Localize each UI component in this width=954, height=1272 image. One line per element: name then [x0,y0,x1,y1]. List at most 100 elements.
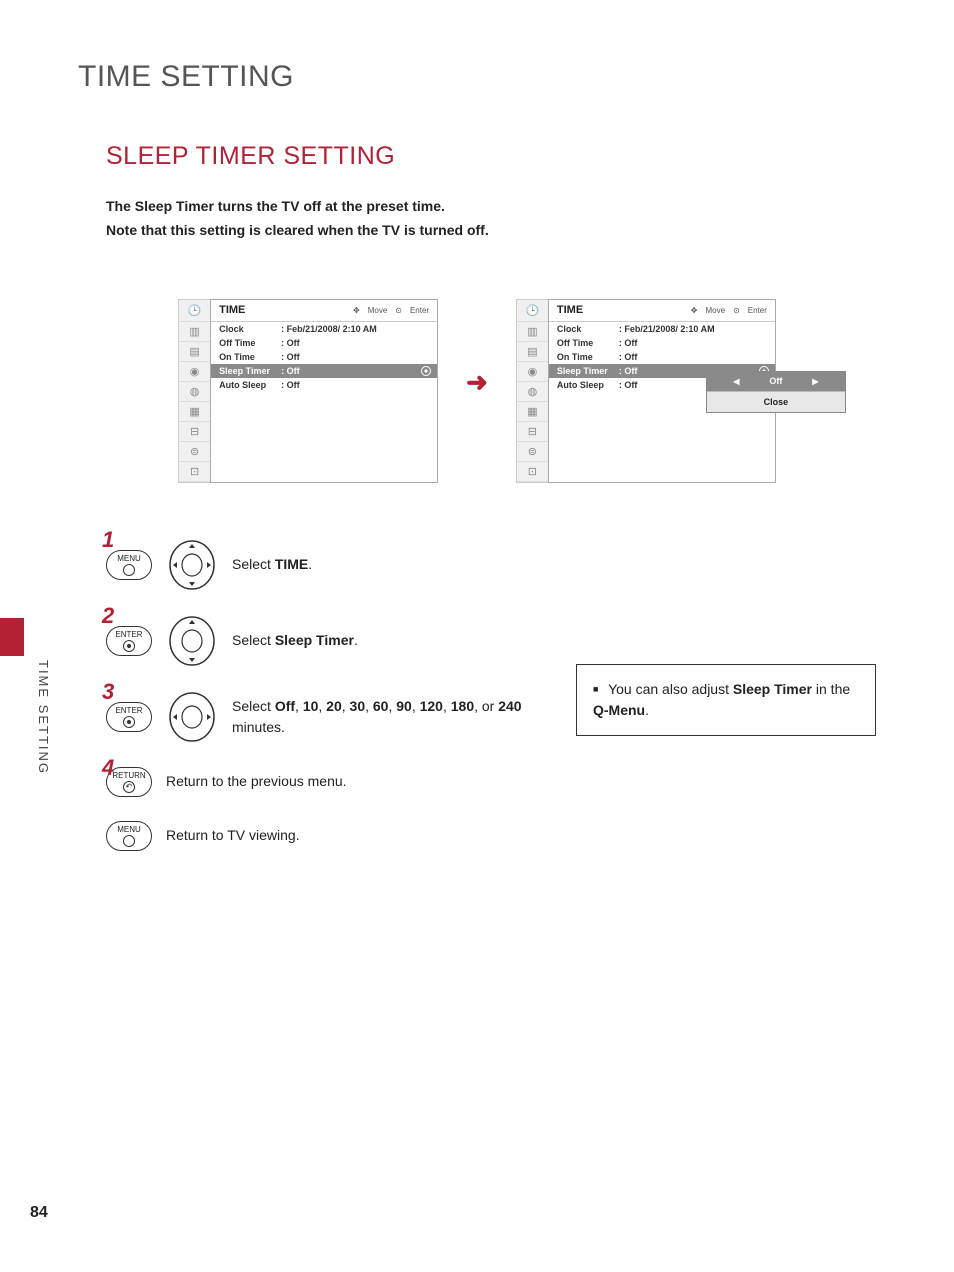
osd-val: : Off [619,338,638,348]
enter-dot-icon: ⊙ [395,306,402,315]
intro-line: The Sleep Timer turns the TV off at the … [106,195,876,219]
button-label: ENTER [115,706,142,715]
osd-icon-column: 🕒 ▥ ▤ ◉ ◍ ▦ ⊟ ⊜ ⊡ [178,299,210,483]
step-number: 1 [102,527,114,553]
step-5: MENU Return to TV viewing. [106,821,876,851]
text-bold: 180 [451,698,474,714]
text: , [443,698,451,714]
remote-enter-button: ENTER [106,626,152,656]
text-bold: Off [275,698,295,714]
menu-icon: ▦ [517,402,548,422]
button-dot-icon [123,716,135,728]
menu-icon: ▤ [179,342,210,362]
text: , [342,698,350,714]
text: minutes. [232,719,285,735]
osd-val: : Off [619,352,638,362]
text: Select [232,698,275,714]
menu-icon: ◍ [179,382,210,402]
osd-row-offtime: Off Time: Off [549,336,775,350]
step-number: 3 [102,679,114,705]
intro-text: The Sleep Timer turns the TV off at the … [106,195,876,243]
menu-icon: ⊜ [517,442,548,462]
menu-icon: ▥ [517,322,548,342]
text: . [645,702,649,718]
osd-val: : Off [281,380,300,390]
dpad-updown-icon [166,615,218,667]
step-text: Return to TV viewing. [166,825,300,846]
osd-row-sleeptimer-selected: Sleep Timer: Off [211,364,437,378]
menu-icon: ▤ [517,342,548,362]
text: , [295,698,303,714]
osd-val: : Off [619,380,638,390]
osd-val: : Off [281,352,300,362]
step-number: 2 [102,603,114,629]
osd-val: : Off [619,366,638,376]
osd-key: On Time [219,352,281,362]
osd-header: TIME ✥ Move ⊙ Enter [549,300,775,322]
osd-menu-before: 🕒 ▥ ▤ ◉ ◍ ▦ ⊟ ⊜ ⊡ TIME ✥ Move ⊙ Enter [178,299,438,483]
text-bold: 90 [396,698,412,714]
clock-icon: 🕒 [179,300,210,322]
osd-menu-after: 🕒 ▥ ▤ ◉ ◍ ▦ ⊟ ⊜ ⊡ TIME ✥ Move ⊙ Enter [516,299,776,483]
text-bold: Q-Menu [593,702,645,718]
button-label: MENU [117,825,141,834]
osd-illustration-row: 🕒 ▥ ▤ ◉ ◍ ▦ ⊟ ⊜ ⊡ TIME ✥ Move ⊙ Enter [78,299,876,483]
popup-value-row: ◀ Off ▶ [707,372,845,392]
osd-val: : Feb/21/2008/ 2:10 AM [619,324,715,334]
osd-key: Off Time [219,338,281,348]
menu-icon: ◍ [517,382,548,402]
menu-icon: ◉ [517,362,548,382]
osd-key: Clock [557,324,619,334]
remote-enter-button: ENTER [106,702,152,732]
menu-icon: ⊟ [517,422,548,442]
step-text: Select Off, 10, 20, 30, 60, 90, 120, 180… [232,696,572,738]
menu-icon: ⊡ [179,462,210,482]
osd-key: Clock [219,324,281,334]
osd-key: Auto Sleep [557,380,619,390]
remote-menu-button: MENU [106,821,152,851]
menu-icon: ▦ [179,402,210,422]
button-label: RETURN [112,771,145,780]
menu-icon: ◉ [179,362,210,382]
page-number: 84 [30,1204,48,1222]
text-bold: 10 [303,698,319,714]
osd-row-clock: Clock: Feb/21/2008/ 2:10 AM [211,322,437,336]
osd-hint-enter: Enter [748,306,767,315]
osd-panel: TIME ✥ Move ⊙ Enter Clock: Feb/21/2008/ … [210,299,438,483]
tip-text: You can also adjust Sleep Timer in the Q… [593,679,859,721]
osd-row-ontime: On Time: Off [211,350,437,364]
step-text: Select TIME. [232,554,312,575]
osd-val: : Feb/21/2008/ 2:10 AM [281,324,377,334]
menu-icon: ⊜ [179,442,210,462]
text: You can also adjust [608,681,733,697]
dpad-4way-icon [166,539,218,591]
button-label: MENU [117,554,141,563]
osd-header-title: TIME [557,304,583,316]
osd-key: On Time [557,352,619,362]
step-text: Return to the previous menu. [166,771,347,792]
menu-icon: ▥ [179,322,210,342]
menu-icon: ⊡ [517,462,548,482]
osd-header-title: TIME [219,304,245,316]
popup-close-row: Close [707,392,845,412]
osd-icon-column: 🕒 ▥ ▤ ◉ ◍ ▦ ⊟ ⊜ ⊡ [516,299,548,483]
text: , [318,698,326,714]
remote-menu-button: MENU [106,550,152,580]
step-number: 4 [102,755,114,781]
popup-value: Off [769,376,782,386]
triangle-left-icon: ◀ [733,377,739,386]
intro-line: Note that this setting is cleared when t… [106,219,876,243]
osd-value-popup: ◀ Off ▶ Close [706,371,846,413]
tip-box: You can also adjust Sleep Timer in the Q… [576,664,876,736]
text: , [412,698,420,714]
page-title: TIME SETTING [78,60,876,94]
section-title: SLEEP TIMER SETTING [106,142,876,171]
button-label: ENTER [115,630,142,639]
osd-val: : Off [281,338,300,348]
text-bold: 60 [373,698,389,714]
dpad-icon: ✥ [353,306,360,315]
step-text: Select Sleep Timer. [232,630,358,651]
osd-hint-move: Move [368,306,388,315]
text-bold: TIME [275,556,308,572]
osd-hint-move: Move [706,306,726,315]
